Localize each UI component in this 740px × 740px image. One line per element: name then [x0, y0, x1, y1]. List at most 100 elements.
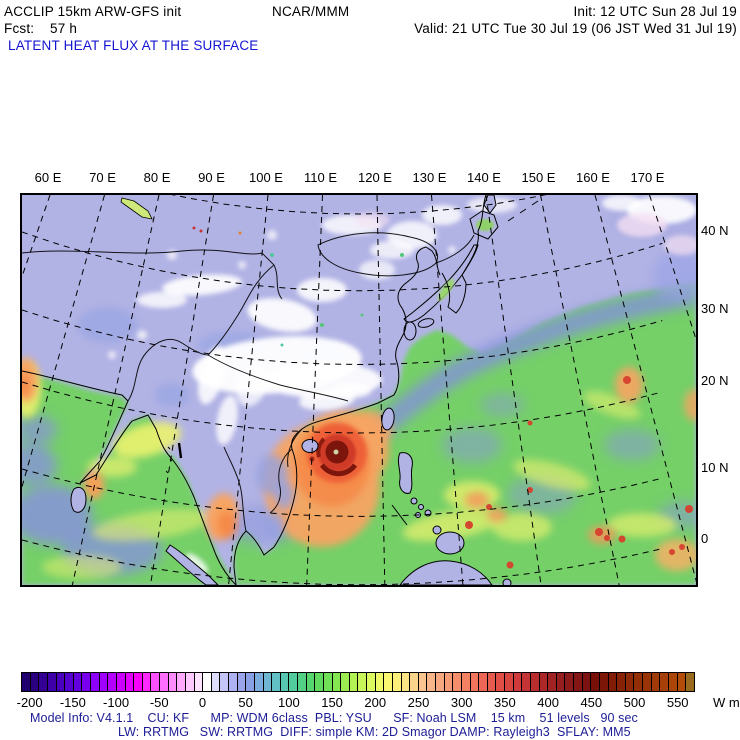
colorbar-cell [677, 673, 687, 691]
graticule-line [22, 195, 51, 279]
colorbar-cell [367, 673, 376, 691]
model-info-line1: Model Info: V4.1.1 CU: KF MP: WDM 6class… [30, 711, 638, 725]
colorbar-tick-label: 100 [278, 695, 300, 710]
country-borders [22, 232, 475, 532]
colorbar-cell [582, 673, 592, 691]
forecast-hour-label: Fcst: 57 h [4, 21, 78, 36]
colorbar-cell [470, 673, 480, 691]
colorbar-tick-label: 450 [580, 695, 603, 710]
center-name-label: NCAR/MMM [272, 4, 350, 19]
coastlines [22, 195, 539, 585]
colorbar-cell [358, 673, 367, 691]
colorbar-cell [185, 673, 195, 691]
lon-tick-label: 60 E [34, 170, 62, 185]
colorbar-tick-label: -50 [149, 695, 169, 710]
colorbar-cell [556, 673, 566, 691]
colorbar-cell [453, 673, 462, 691]
colorbar-cell [108, 673, 117, 691]
colorbar-cell [254, 673, 264, 691]
colorbar-cell [660, 673, 669, 691]
valid-time-label: Valid: 21 UTC Tue 30 Jul 19 (06 JST Wed … [414, 21, 737, 36]
colorbar-cell [203, 673, 212, 691]
colorbar-cell [668, 673, 678, 691]
colorbar-cell [487, 673, 497, 691]
honshu-green [437, 279, 455, 301]
colorbar-cell [160, 673, 169, 691]
colorbar-cell [548, 673, 557, 691]
colorbar-cell [237, 673, 247, 691]
colorbar-cell [211, 673, 221, 691]
colorbar-cell [306, 673, 316, 691]
colorbar-cell [539, 673, 549, 691]
colorbar-cell [479, 673, 488, 691]
graticule-line [594, 195, 696, 583]
colorbar-cell [332, 673, 342, 691]
colorbar-cell [116, 673, 126, 691]
graticule-line [540, 195, 620, 585]
colorbar-cell [22, 673, 31, 691]
lon-tick-label: 130 E [412, 170, 447, 185]
colorbar-cell [625, 673, 635, 691]
colorbar-cell [73, 673, 83, 691]
lat-axis: 40 N 30 N 20 N 10 N 0 [701, 193, 739, 583]
convective-speckles [465, 376, 693, 569]
colorbar-tick-label: 150 [321, 695, 343, 710]
colorbar-cell [401, 673, 411, 691]
colorbar-cell [608, 673, 618, 691]
map-frame [20, 193, 698, 587]
colorbar-tick-label: 350 [494, 695, 516, 710]
colorbar-cell [82, 673, 91, 691]
colorbar-cell [272, 673, 281, 691]
lon-tick-label: 170 E [630, 170, 665, 185]
colorbar-cell [263, 673, 273, 691]
colorbar-tick-label: -200 [16, 695, 43, 710]
colorbar-cell [349, 673, 359, 691]
lon-axis: 60 E 70 E 80 E 90 E 100 E 110 E 120 E 130 E 140 … [20, 170, 694, 186]
colorbar-cell [323, 673, 333, 691]
graticule-line [22, 309, 663, 366]
init-time-label: Init: 12 UTC Sun 28 Jul 19 [573, 4, 737, 19]
colorbar-cell [39, 673, 48, 691]
graticule-line [22, 195, 105, 489]
land-specks [192, 226, 404, 347]
colorbar-tick-label: 500 [623, 695, 646, 710]
colorbar-cell [634, 673, 643, 691]
colorbar-tick-label: 550 [666, 695, 689, 710]
model-config-label: ACCLIP 15km ARW-GFS init [4, 4, 182, 19]
colorbar-cell [686, 673, 694, 691]
map-canvas [22, 195, 696, 585]
graticule-line [22, 468, 663, 517]
colorbar-cell [99, 673, 109, 691]
model-info-line2: LW: RRTMG SW: RRTMG DIFF: simple KM: 2D … [118, 725, 631, 739]
colorbar-cell [617, 673, 626, 691]
colorbar-cell [30, 673, 40, 691]
colorbar-cell [461, 673, 471, 691]
lon-tick-label: 100 E [249, 170, 283, 185]
graticule-line [22, 231, 663, 292]
colorbar-cell [65, 673, 74, 691]
colorbar-cell [418, 673, 428, 691]
typhoon-flux-maximum [307, 423, 367, 483]
lon-tick-label: 110 E [303, 170, 338, 185]
colorbar-cell [530, 673, 540, 691]
colorbar-cell [298, 673, 307, 691]
colorbar-cell [125, 673, 135, 691]
colorbar-cell [436, 673, 445, 691]
colorbar-cell [177, 673, 186, 691]
colorbar-cell [341, 673, 350, 691]
colorbar-cell [91, 673, 100, 691]
lon-tick-label: 80 E [143, 170, 171, 185]
colorbar-tick-label: 50 [238, 695, 253, 710]
colorbar-cell [246, 673, 255, 691]
colorbar-cell [513, 673, 523, 691]
colorbar-cell [47, 673, 57, 691]
colorbar-tick-label: 200 [364, 695, 387, 710]
colorbar-cell [134, 673, 143, 691]
colorbar-tick-label: 250 [407, 695, 430, 710]
caspian-sea [120, 197, 153, 220]
colorbar-tick-label: -100 [103, 695, 130, 710]
colorbar-cell [651, 673, 661, 691]
colorbar-cell [289, 673, 298, 691]
colorbar-cell [565, 673, 574, 691]
